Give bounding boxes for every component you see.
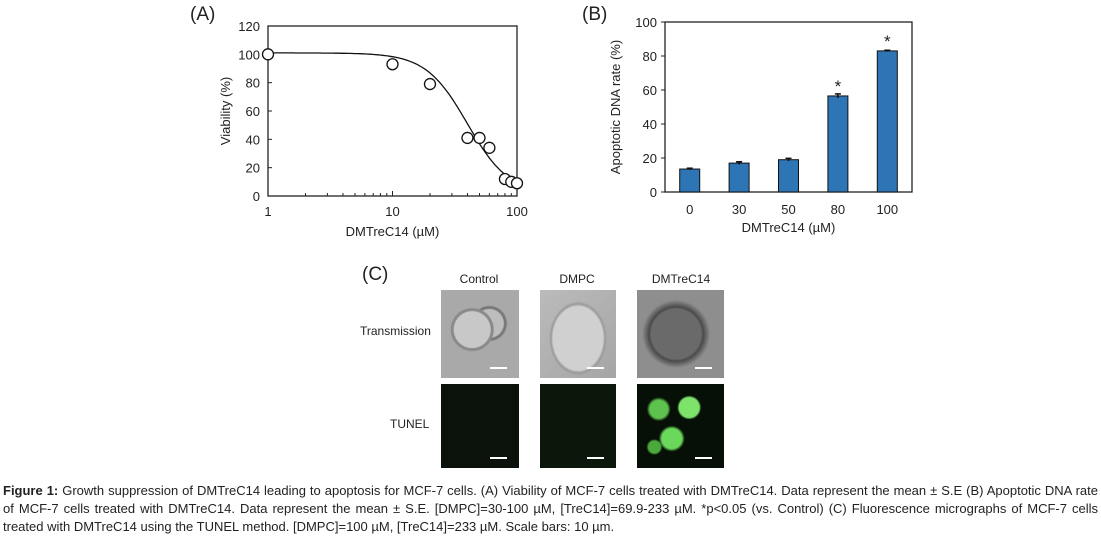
bar — [778, 159, 799, 193]
bar — [679, 168, 701, 193]
micrograph-dmpc-transmission — [540, 290, 616, 378]
scale-bar — [490, 367, 507, 369]
y-tick-label: 40 — [643, 117, 657, 132]
micrograph-control-tunel — [441, 384, 519, 468]
y-tick-label: 60 — [246, 104, 260, 119]
y-tick-label: 0 — [650, 185, 657, 200]
micrograph-dmtrec14-transmission — [637, 290, 724, 378]
data-point — [261, 48, 275, 61]
row-label-transmission: Transmission — [360, 324, 431, 338]
y-tick-label: 100 — [238, 47, 260, 62]
y-tick-label: 20 — [246, 161, 260, 176]
micrograph-dmtrec14-tunel — [637, 384, 724, 468]
caption-label: Figure 1: — [3, 483, 59, 498]
y-tick-label: 100 — [635, 15, 657, 30]
significance-marker: * — [884, 32, 891, 51]
data-point — [423, 77, 437, 91]
scale-bar — [490, 457, 507, 459]
y-axis-label: Apoptotic DNA rate (%) — [608, 40, 623, 174]
column-header-control: Control — [459, 272, 499, 286]
micrograph-control-transmission — [441, 290, 519, 378]
x-tick-label: 100 — [876, 202, 898, 217]
x-axis-label: DMTreC14 (µM) — [346, 224, 440, 239]
y-tick-label: 60 — [643, 83, 657, 98]
x-tick-label: 0 — [686, 202, 693, 217]
bar — [728, 162, 750, 193]
x-axis-label: DMTreC14 (µM) — [742, 220, 836, 235]
panel-a-label: (A) — [190, 4, 216, 25]
apoptosis-bar-chart: 0 20 40 60 80 100 0 30 50 * 80 * 100 DMTreC14 (µM) Apo… — [608, 15, 913, 235]
x-tick-label: 1 — [264, 204, 271, 219]
y-tick-label: 120 — [238, 19, 260, 34]
data-point — [386, 58, 399, 71]
column-header-dmtrec14: DMTreC14 — [651, 272, 711, 286]
data-point — [461, 131, 474, 145]
bar — [827, 95, 849, 193]
significance-marker: * — [835, 77, 842, 96]
figure-caption: Figure 1: Growth suppression of DMTreC14… — [3, 482, 1098, 536]
scale-bar — [587, 457, 604, 459]
bar — [876, 50, 898, 193]
x-tick-label: 80 — [831, 202, 845, 217]
x-tick-label: 50 — [781, 202, 795, 217]
scale-bar — [587, 367, 604, 369]
micrograph-dmpc-tunel — [540, 384, 616, 468]
y-tick-label: 80 — [643, 49, 657, 64]
column-header-dmpc: DMPC — [559, 272, 595, 286]
x-tick-label: 10 — [385, 204, 399, 219]
x-tick-label: 100 — [506, 204, 528, 219]
y-tick-label: 0 — [253, 189, 260, 204]
scale-bar — [695, 457, 712, 459]
panel-c-label: (C) — [362, 264, 389, 285]
panel-b-label: (B) — [582, 4, 608, 25]
caption-text: Growth suppression of DMTreC14 leading t… — [3, 483, 1098, 534]
data-point — [483, 141, 496, 154]
data-point — [510, 177, 524, 190]
row-label-tunel: TUNEL — [390, 417, 430, 431]
scale-bar — [695, 367, 712, 369]
x-tick-label: 30 — [732, 202, 746, 217]
y-axis-label: Viability (%) — [218, 77, 233, 145]
y-tick-label: 20 — [643, 151, 657, 166]
data-point — [473, 131, 486, 145]
y-tick-label: 80 — [246, 76, 260, 91]
y-tick-label: 40 — [246, 132, 260, 147]
